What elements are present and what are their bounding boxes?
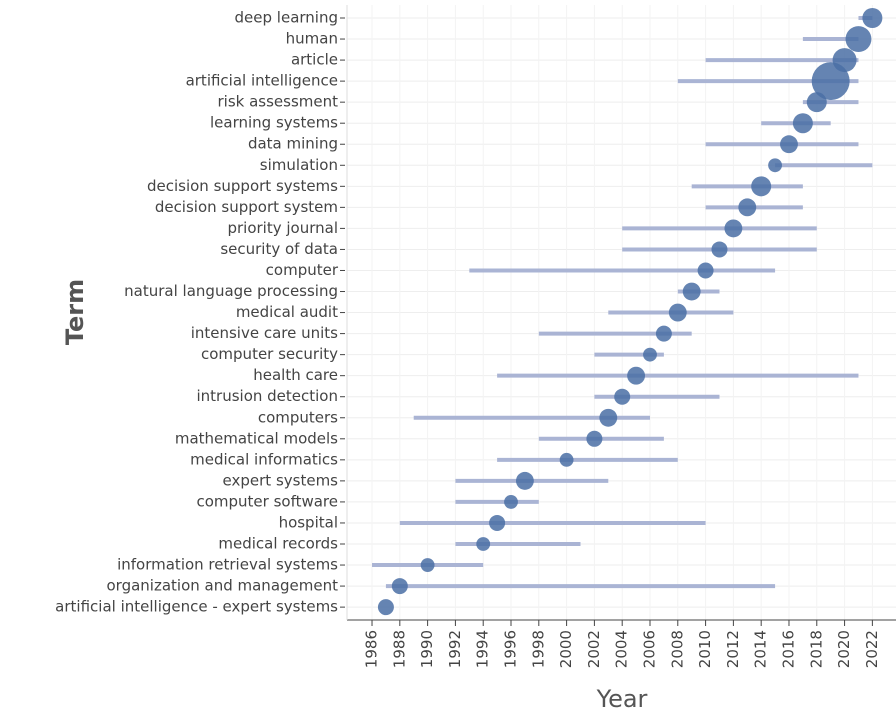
bubble: [655, 325, 672, 342]
y-tick-label: computers: [258, 408, 338, 426]
y-tick-label: deep learning: [235, 9, 338, 27]
y-tick-label: intensive care units: [191, 324, 338, 342]
x-tick-label: 2002: [585, 630, 603, 668]
bubble: [738, 198, 757, 217]
bubble: [515, 471, 534, 490]
y-tick-label: risk assessment: [217, 93, 338, 111]
bubble: [586, 430, 603, 447]
bubble: [751, 176, 772, 197]
y-axis-title: Term: [61, 279, 89, 345]
bubble: [682, 282, 701, 301]
y-tick-label: human: [286, 30, 338, 48]
y-tick-label: data mining: [248, 135, 338, 153]
x-axis-title: Year: [596, 685, 648, 713]
x-tick-label: 2010: [696, 630, 714, 668]
y-tick-label: artificial intelligence: [186, 72, 338, 90]
bubble: [845, 26, 872, 53]
y-tick-label: natural language processing: [124, 282, 338, 300]
y-tick-label: computer security: [201, 345, 338, 363]
y-tick-label: information retrieval systems: [117, 556, 338, 574]
bubble: [559, 452, 574, 467]
x-tick-label: 2004: [613, 630, 631, 668]
x-tick-label: 1986: [363, 630, 381, 668]
x-tick-label: 2008: [668, 630, 686, 668]
x-tick-label: 2018: [807, 630, 825, 668]
bubble: [476, 537, 491, 551]
bubble: [668, 303, 687, 322]
y-tick-label: learning systems: [210, 114, 338, 132]
x-tick-label: 1996: [502, 630, 520, 668]
y-tick-label: medical audit: [236, 303, 338, 321]
x-tick-label: 1994: [474, 630, 492, 668]
bubble: [806, 92, 827, 113]
x-tick-label: 2022: [863, 630, 881, 668]
bubble: [811, 62, 850, 101]
y-tick-label: health care: [253, 366, 338, 384]
y-tick-label: priority journal: [227, 219, 338, 237]
y-tick-label: artificial intelligence - expert systems: [55, 598, 338, 616]
bubble: [489, 514, 506, 531]
bubble: [768, 158, 783, 173]
bubble: [599, 408, 618, 427]
x-tick-label: 1998: [529, 630, 547, 668]
bubble: [862, 8, 883, 28]
bubble: [420, 558, 435, 572]
bubble: [697, 262, 714, 279]
y-tick-label: article: [291, 51, 338, 69]
y-tick-label: hospital: [279, 513, 338, 531]
y-tick-label: computer: [266, 261, 339, 279]
y-tick-label: expert systems: [223, 471, 339, 489]
bubble: [792, 113, 813, 134]
bubble: [724, 219, 743, 238]
bubble: [627, 366, 646, 385]
y-tick-label: decision support systems: [147, 177, 338, 195]
y-tick-label: simulation: [260, 156, 338, 174]
bubble: [711, 241, 728, 258]
y-tick-label: organization and management: [106, 577, 338, 595]
y-tick-label: decision support system: [155, 198, 338, 216]
x-tick-label: 1988: [390, 630, 408, 668]
y-tick-label: security of data: [220, 240, 338, 258]
y-tick-label: intrusion detection: [196, 387, 338, 405]
bubble: [780, 135, 798, 154]
x-tick-label: 2020: [835, 630, 853, 668]
y-tick-label: medical informatics: [190, 450, 338, 468]
x-tick-label: 2014: [752, 630, 770, 668]
bubble: [643, 347, 657, 362]
x-tick-label: 1990: [418, 630, 436, 668]
y-tick-label: mathematical models: [175, 429, 338, 447]
y-tick-label: medical records: [218, 535, 338, 553]
bubble: [377, 599, 394, 616]
x-tick-label: 2012: [724, 630, 742, 668]
x-tick-label: 2000: [557, 630, 575, 668]
y-tick-label: computer software: [196, 492, 338, 510]
bubble: [614, 388, 631, 405]
bubble: [391, 578, 408, 595]
x-tick-label: 2016: [779, 630, 797, 668]
x-tick-label: 2006: [640, 630, 658, 668]
x-tick-label: 1992: [446, 630, 464, 668]
bubble: [504, 494, 518, 509]
